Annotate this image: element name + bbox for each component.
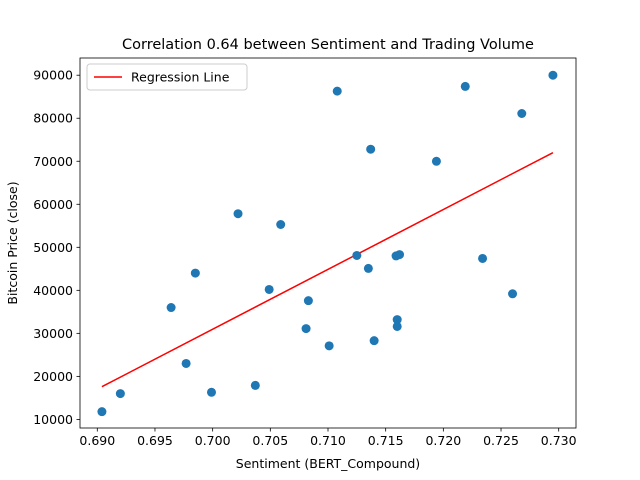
- x-tick-label: 0.710: [310, 433, 346, 448]
- y-tick-label: 60000: [33, 197, 73, 212]
- data-point: [190, 268, 200, 278]
- y-tick-label: 10000: [33, 412, 73, 427]
- data-point: [264, 284, 274, 294]
- data-point: [363, 263, 373, 273]
- data-point: [478, 253, 488, 263]
- x-tick-label: 0.730: [541, 433, 577, 448]
- data-point: [115, 389, 125, 399]
- y-tick-label: 80000: [33, 111, 73, 126]
- x-tick-label: 0.695: [137, 433, 173, 448]
- plot-area: [80, 58, 576, 428]
- regression-line: [101, 151, 554, 388]
- x-tick-label: 0.720: [425, 433, 461, 448]
- data-point: [233, 209, 243, 219]
- data-point: [324, 341, 334, 351]
- y-tick-label: 40000: [33, 283, 73, 298]
- data-point: [392, 315, 402, 325]
- data-point: [206, 387, 216, 397]
- data-point: [181, 358, 191, 368]
- data-point: [97, 407, 107, 417]
- data-point: [460, 81, 470, 91]
- data-point: [431, 156, 441, 166]
- y-tick-label: 20000: [33, 369, 73, 384]
- x-tick-label: 0.725: [483, 433, 519, 448]
- x-axis-label: Sentiment (BERT_Compound): [236, 456, 420, 471]
- data-point: [366, 144, 376, 154]
- data-point: [332, 86, 342, 96]
- data-point: [392, 321, 402, 331]
- x-tick-label: 0.700: [195, 433, 231, 448]
- y-tick-label: 50000: [33, 240, 73, 255]
- y-tick-label: 70000: [33, 154, 73, 169]
- y-axis: 10000 20000 30000 40000 50000 60000 70000 80000…: [33, 68, 80, 427]
- data-point: [276, 220, 286, 229]
- data-point: [250, 380, 260, 390]
- data-point: [369, 336, 379, 346]
- y-tick-label: 30000: [33, 326, 73, 341]
- data-point: [517, 109, 527, 118]
- legend-box: [86, 63, 248, 91]
- data-point: [352, 250, 362, 260]
- scatter-series: [97, 70, 558, 417]
- y-axis-label: Bitcoin Price (close): [5, 181, 20, 304]
- regression-series: [101, 151, 554, 388]
- data-point: [166, 303, 176, 313]
- data-point: [395, 250, 405, 260]
- chart-title: Correlation 0.64 between Sentiment and T…: [122, 37, 534, 53]
- x-tick-label: 0.705: [252, 433, 288, 448]
- legend: Regression Line: [86, 63, 248, 91]
- x-tick-label: 0.690: [79, 433, 115, 448]
- data-point: [508, 289, 518, 299]
- y-tick-label: 90000: [33, 68, 73, 83]
- data-point: [301, 324, 311, 334]
- x-axis: 0.690 0.695 0.700 0.705 0.710 0.715 0.720 0.725…: [79, 428, 577, 448]
- x-tick-label: 0.715: [368, 433, 404, 448]
- data-point: [303, 296, 313, 306]
- legend-label-regression: Regression Line: [131, 70, 230, 85]
- plot-frame: [79, 57, 577, 429]
- data-point: [548, 70, 558, 80]
